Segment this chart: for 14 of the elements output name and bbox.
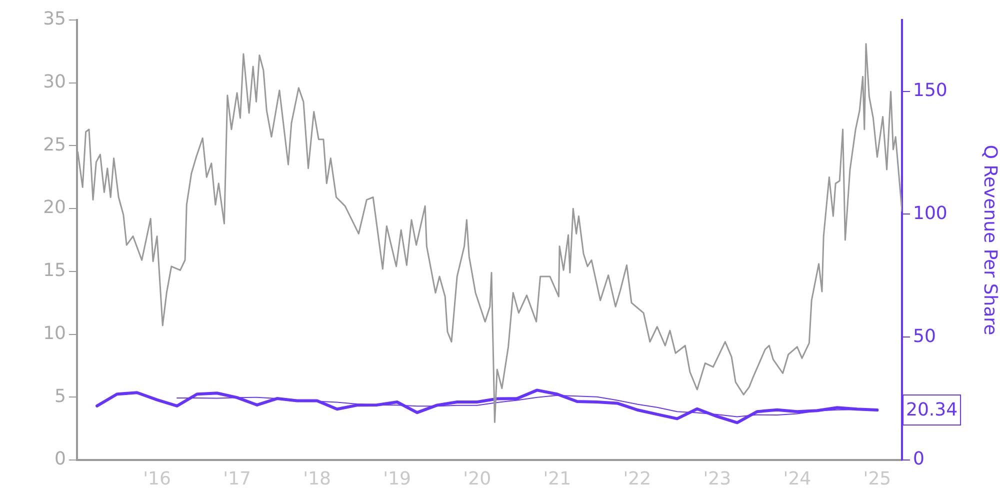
- y-tick-label: 15: [43, 260, 66, 282]
- y2-tick-label: 100: [913, 202, 948, 224]
- y-tick-label: 5: [54, 386, 66, 407]
- y-tick-label: 0: [54, 448, 66, 470]
- y2-tick-label: 0: [913, 448, 924, 470]
- y2-axis-title: Q Revenue Per Share: [980, 144, 1000, 336]
- y-tick-label: 20: [43, 197, 66, 218]
- y-tick-label: 30: [43, 72, 66, 93]
- y-tick-label: 35: [43, 8, 66, 30]
- y2-tick-label: 150: [913, 80, 948, 101]
- data-label: 20.34: [906, 400, 958, 421]
- y-tick-label: 10: [43, 322, 66, 344]
- y2-tick-label: 50: [913, 326, 936, 347]
- y-tick-label: 25: [43, 134, 66, 156]
